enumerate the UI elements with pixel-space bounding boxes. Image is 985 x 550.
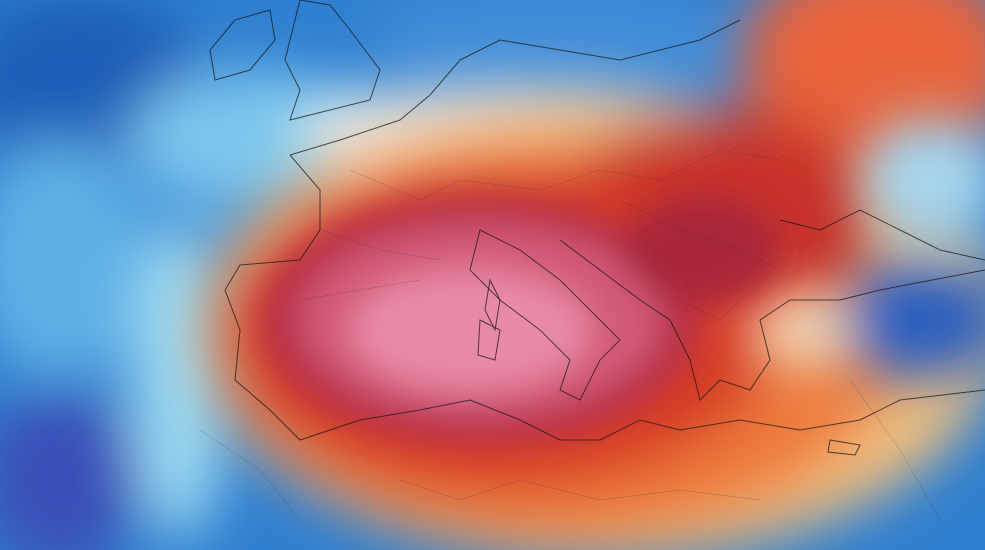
- coastline-black-sea: [779, 209, 985, 261]
- cool-area: [860, 120, 985, 240]
- inner-borders: [199, 149, 941, 521]
- cool-patches-east: [750, 120, 985, 380]
- coastline-cyprus: [827, 439, 861, 456]
- coastlines: [199, 0, 985, 521]
- neutral-area: [750, 295, 850, 365]
- extreme-area: [620, 195, 780, 305]
- coastline-balkans: [559, 239, 985, 401]
- extreme-peak: [350, 270, 590, 390]
- cold-area: [0, 390, 140, 550]
- coastline-ireland: [209, 9, 276, 81]
- coastline-britain: [284, 0, 381, 121]
- cool-area: [0, 140, 150, 380]
- cold-area: [830, 260, 985, 380]
- coastline-islands: [477, 278, 501, 361]
- coastline-mediterranean: [224, 154, 985, 441]
- coastline-north: [289, 19, 741, 156]
